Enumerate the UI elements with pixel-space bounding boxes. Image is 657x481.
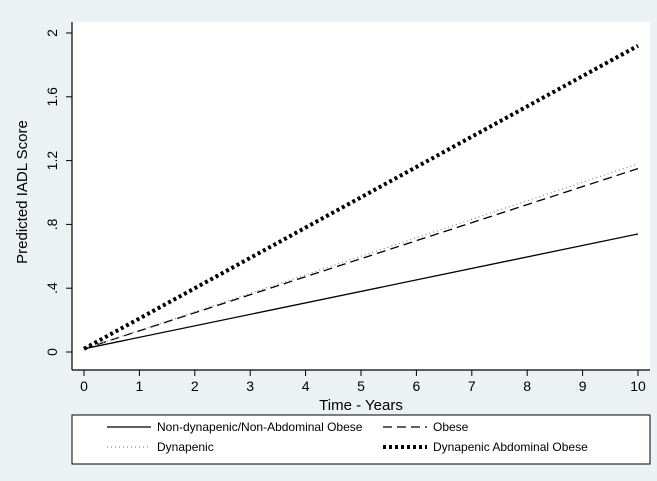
x-tick-label: 3 [246, 378, 254, 394]
x-tick-label: 4 [302, 378, 310, 394]
x-tick-label: 0 [80, 378, 88, 394]
x-tick-label: 5 [357, 378, 365, 394]
series-line-1 [83, 233, 639, 350]
x-tick-label: 2 [191, 378, 199, 394]
legend-label-4: Dynapenic Abdominal Obese [433, 440, 588, 454]
x-tick-label: 8 [523, 378, 531, 394]
y-axis-label: Predicted IADL Score [14, 120, 31, 264]
y-tick-label: 0 [44, 348, 60, 356]
x-tick-label: 6 [413, 378, 421, 394]
x-tick-label: 9 [579, 378, 587, 394]
y-tick-label: 1.6 [44, 87, 60, 107]
legend-label-2: Obese [433, 420, 469, 434]
x-tick-label: 10 [630, 378, 646, 394]
series-line-3 [83, 163, 639, 350]
legend-box [71, 414, 651, 465]
legend-label-3: Dynapenic [157, 440, 214, 454]
plot-area [72, 22, 650, 370]
y-tick-label: .8 [44, 218, 60, 230]
legend-label-1: Non-dynapenic/Non-Abdominal Obese [157, 420, 363, 434]
x-axis-label: Time - Years [319, 397, 403, 414]
x-tick-label: 1 [136, 378, 144, 394]
x-tick-label: 7 [468, 378, 476, 394]
y-tick-label: 1.2 [44, 151, 60, 171]
y-tick-label: .4 [44, 282, 60, 294]
y-tick-label: 2 [44, 29, 60, 37]
